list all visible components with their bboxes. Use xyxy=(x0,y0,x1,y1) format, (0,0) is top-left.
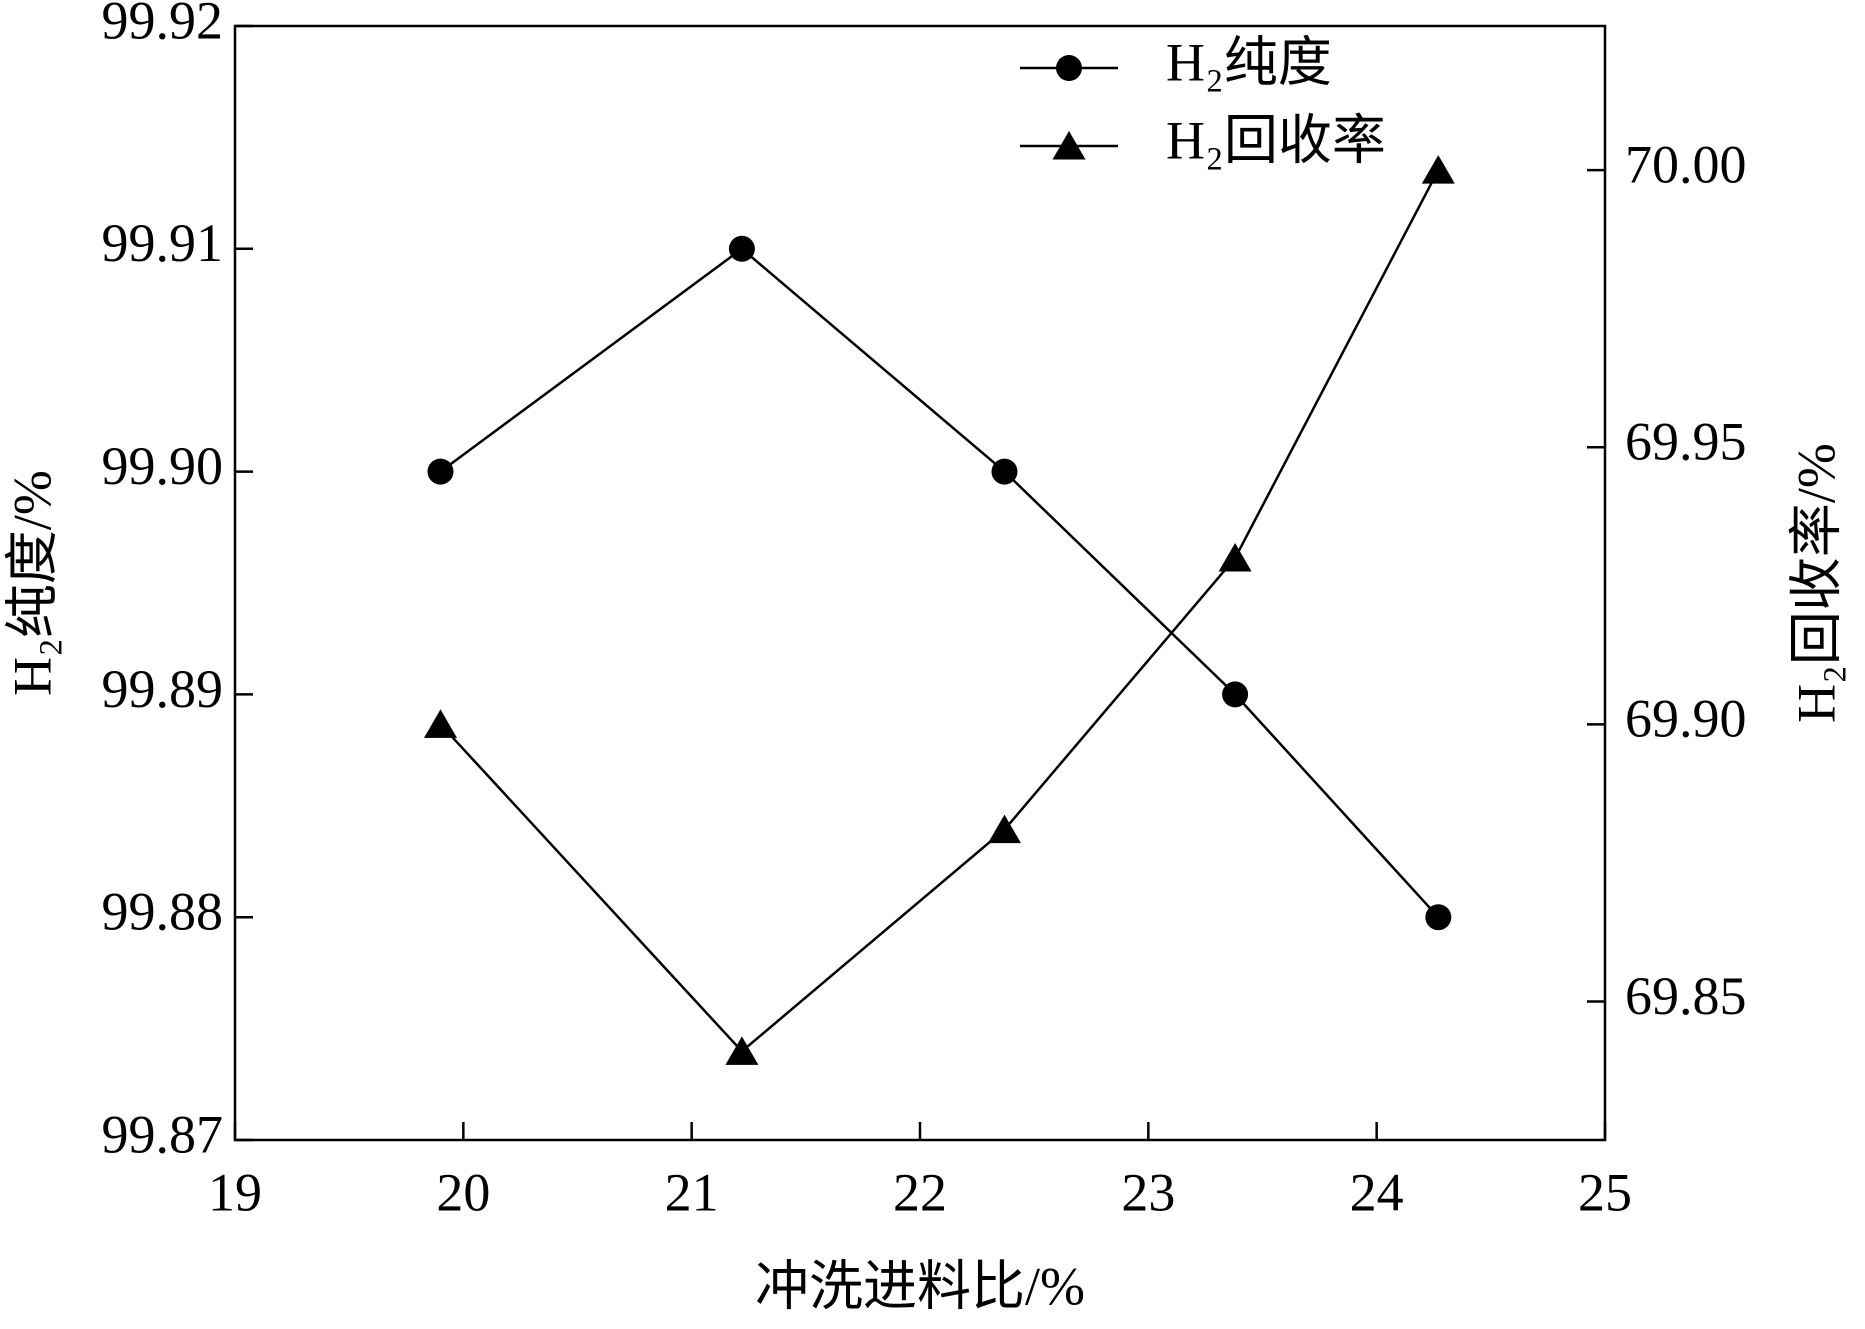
triangle-marker xyxy=(725,1036,759,1065)
x-tick-label: 25 xyxy=(1578,1162,1632,1222)
y-tick-label: 99.92 xyxy=(102,0,224,50)
legend-label: H₂纯度 xyxy=(1166,32,1332,92)
series-line xyxy=(439,169,1440,1054)
x-tick-label: 24 xyxy=(1350,1162,1404,1222)
y-tick-label: 99.90 xyxy=(102,436,224,496)
plot-frame xyxy=(233,24,1607,1142)
y2-tick-label: 69.90 xyxy=(1625,689,1747,749)
y-axis-label: H₂纯度/% xyxy=(2,470,62,696)
circle-marker xyxy=(427,458,454,485)
legend-marker xyxy=(1052,131,1086,160)
y2-tick-label: 70.00 xyxy=(1625,134,1747,194)
y-tick-label: 99.91 xyxy=(102,213,224,273)
x-tick-label: 22 xyxy=(893,1162,947,1222)
triangle-marker xyxy=(1218,543,1252,572)
triangle-marker xyxy=(424,709,457,738)
circle-marker xyxy=(728,235,755,262)
x-tick-label: 23 xyxy=(1121,1162,1175,1222)
legend-marker xyxy=(1056,55,1082,81)
triangle-marker xyxy=(987,814,1021,844)
triangle-marker xyxy=(1421,155,1455,184)
y-tick-label: 99.89 xyxy=(102,659,224,719)
y-tick-label: 99.87 xyxy=(102,1104,224,1164)
circle-marker xyxy=(1425,904,1452,931)
y2-tick-label: 69.95 xyxy=(1625,412,1747,472)
legend-label: H₂回收率 xyxy=(1166,110,1386,170)
y2-tick-label: 69.85 xyxy=(1625,966,1747,1026)
x-tick-label: 20 xyxy=(436,1162,490,1222)
y2-axis-label: H₂回收率/% xyxy=(1786,443,1846,723)
circle-marker xyxy=(991,458,1018,485)
x-tick-label: 21 xyxy=(665,1162,719,1222)
y-tick-label: 99.88 xyxy=(102,882,224,942)
x-tick-label: 19 xyxy=(208,1162,262,1222)
circle-marker xyxy=(1222,681,1249,708)
series-line xyxy=(439,247,1440,919)
x-axis-label: 冲洗进料比/% xyxy=(755,1256,1085,1316)
